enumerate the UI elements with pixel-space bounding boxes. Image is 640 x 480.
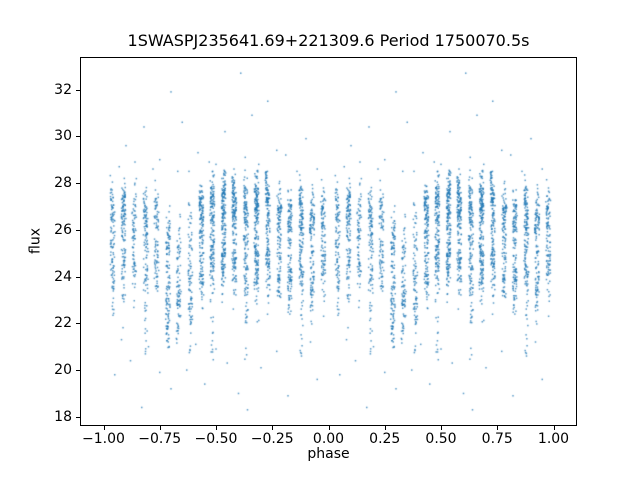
y-tick-mark bbox=[76, 416, 80, 418]
y-tick-label: 24 bbox=[54, 268, 72, 285]
y-tick-mark bbox=[76, 136, 80, 138]
x-tick-label: −1.00 bbox=[82, 431, 125, 447]
x-tick-label: 0.75 bbox=[481, 431, 513, 447]
x-tick-label: 0.00 bbox=[312, 431, 345, 447]
y-tick-label: 18 bbox=[54, 408, 72, 425]
y-tick-label: 22 bbox=[54, 315, 72, 332]
scatter-points-canvas bbox=[81, 58, 576, 425]
x-tick-label: 0.25 bbox=[369, 431, 401, 447]
y-tick-mark bbox=[76, 323, 80, 325]
y-tick-mark bbox=[76, 229, 80, 231]
x-tick-mark bbox=[384, 426, 386, 430]
x-tick-label: 1.00 bbox=[537, 431, 570, 447]
x-tick-label: −0.75 bbox=[138, 431, 182, 447]
x-axis-label: phase bbox=[307, 446, 350, 462]
y-tick-mark bbox=[76, 370, 80, 372]
x-tick-mark bbox=[216, 426, 217, 430]
y-tick-label: 32 bbox=[54, 81, 72, 98]
y-tick-label: 26 bbox=[54, 221, 72, 238]
x-tick-mark bbox=[103, 426, 105, 430]
x-tick-label: 0.50 bbox=[425, 431, 457, 447]
chart-title: 1SWASPJ235641.69+221309.6 Period 1750070… bbox=[127, 31, 530, 50]
y-tick-mark bbox=[76, 89, 80, 91]
x-tick-mark bbox=[328, 426, 330, 430]
x-tick-mark bbox=[497, 426, 499, 430]
x-tick-label: −0.25 bbox=[250, 431, 294, 447]
y-tick-label: 20 bbox=[54, 362, 72, 379]
y-tick-label: 30 bbox=[54, 128, 72, 145]
plot-area bbox=[80, 57, 577, 426]
x-tick-mark bbox=[553, 426, 555, 430]
x-tick-mark bbox=[441, 426, 442, 430]
x-tick-mark bbox=[272, 426, 274, 430]
x-tick-mark bbox=[159, 426, 161, 430]
x-tick-label: −0.50 bbox=[194, 431, 238, 447]
y-tick-mark bbox=[76, 183, 80, 185]
y-tick-label: 28 bbox=[54, 175, 72, 192]
y-tick-mark bbox=[76, 276, 80, 278]
